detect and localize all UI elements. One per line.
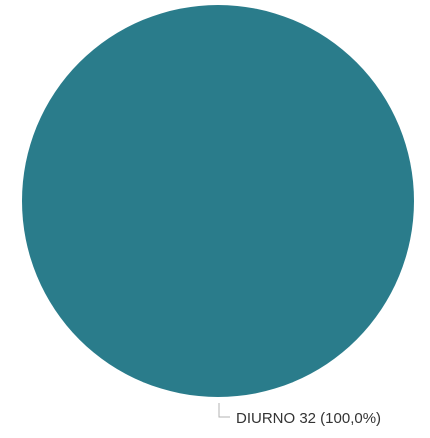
pie-slice-diurno <box>22 5 414 397</box>
slice-label: DIURNO 32 (100,0%) <box>236 410 381 427</box>
pie-slices <box>22 5 414 397</box>
slice-labels: DIURNO 32 (100,0%) <box>218 403 381 427</box>
slice-leader-line <box>218 403 230 418</box>
